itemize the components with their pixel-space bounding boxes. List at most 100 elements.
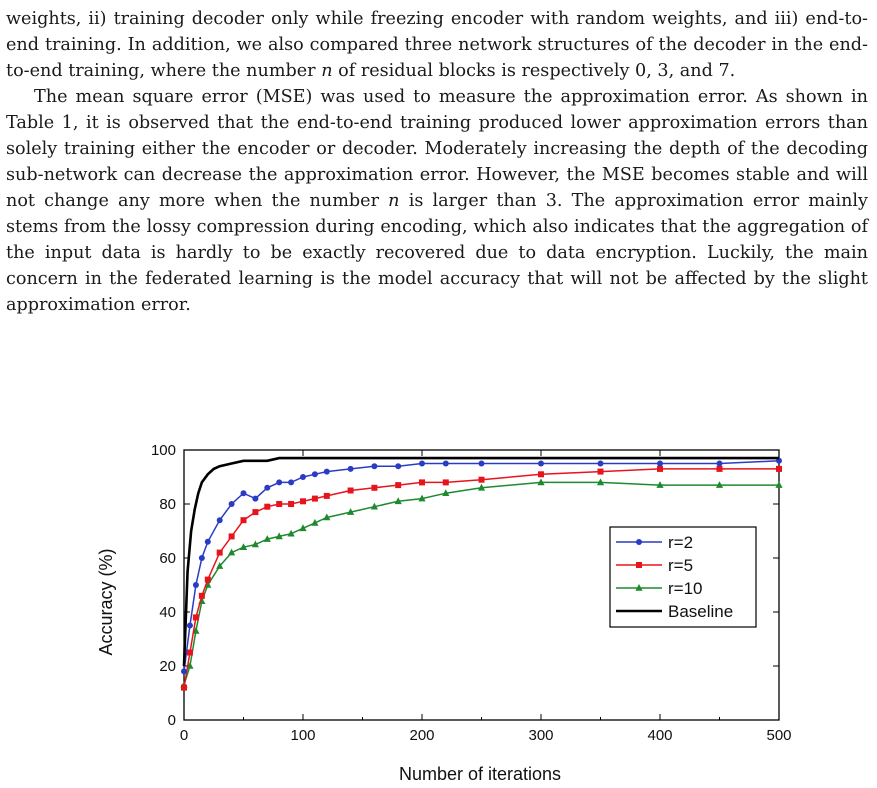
data-point <box>442 479 449 486</box>
data-point <box>192 614 199 621</box>
series-line <box>183 460 780 672</box>
data-point <box>323 492 330 499</box>
data-point <box>347 508 355 515</box>
data-point <box>419 460 425 467</box>
data-point <box>251 540 259 548</box>
data-point <box>715 481 724 488</box>
data-point <box>300 498 306 505</box>
data-point <box>288 501 295 507</box>
data-point <box>636 539 642 545</box>
paragraph: weights, ii) training decoder only while… <box>6 6 868 84</box>
data-point <box>198 555 205 561</box>
x-tick-label: 100 <box>290 727 315 744</box>
data-point <box>240 490 247 497</box>
x-tick-label: 300 <box>528 727 553 744</box>
data-point <box>181 684 187 691</box>
data-point <box>596 478 605 486</box>
y-tick-label: 100 <box>151 442 176 459</box>
data-point <box>716 465 723 472</box>
data-point <box>228 501 235 507</box>
data-point <box>395 482 402 489</box>
data-point <box>240 517 247 524</box>
data-point <box>311 495 318 502</box>
data-point <box>478 460 485 467</box>
data-point <box>442 460 449 467</box>
data-point <box>635 584 643 591</box>
series-r-5 <box>181 465 782 691</box>
data-point <box>657 465 663 472</box>
data-point <box>311 471 318 478</box>
data-point <box>216 562 224 569</box>
data-point <box>192 582 199 588</box>
data-point <box>656 481 664 488</box>
x-tick-label: 500 <box>766 727 791 744</box>
data-point <box>395 463 402 470</box>
data-point <box>186 649 193 656</box>
y-tick-label: 80 <box>159 496 176 513</box>
data-point <box>419 479 425 486</box>
data-point <box>597 468 604 475</box>
x-tick-label: 200 <box>409 727 434 744</box>
data-point <box>276 501 283 507</box>
data-point <box>204 576 211 583</box>
y-tick-label: 0 <box>168 712 176 729</box>
series-baseline <box>182 456 779 667</box>
text-run: is larger than 3. The approximation erro… <box>6 191 868 315</box>
text-run: of residual blocks is respectively 0, 3,… <box>332 61 736 81</box>
data-point <box>597 460 604 467</box>
body-text: weights, ii) training decoder only while… <box>6 6 868 318</box>
y-tick-label: 40 <box>159 604 176 621</box>
data-point <box>716 460 723 467</box>
text-run: The mean square error (MSE) was used to … <box>6 87 868 211</box>
accuracy-figure: 0 100 200 300 400 500 0 20 40 60 80 100 r=2 r=5 r=10 B… <box>96 442 792 784</box>
data-point <box>775 481 783 488</box>
data-point <box>636 562 642 568</box>
data-point <box>776 465 782 472</box>
data-point <box>347 487 354 494</box>
series-r-2 <box>181 457 782 675</box>
math-variable: n <box>388 191 400 211</box>
legend-label: r=5 <box>668 556 693 575</box>
data-point <box>537 478 545 486</box>
data-point <box>371 463 378 470</box>
paragraph: The mean square error (MSE) was used to … <box>6 84 868 318</box>
data-point <box>394 497 402 505</box>
data-point <box>216 549 223 556</box>
legend-label: r=10 <box>668 579 703 598</box>
y-tick-label: 60 <box>159 550 176 567</box>
data-point <box>311 518 319 526</box>
data-point <box>538 471 544 478</box>
data-point <box>299 524 307 532</box>
data-point <box>239 543 248 550</box>
data-point <box>323 513 331 521</box>
text-run: weights, ii) training decoder only while… <box>6 9 868 81</box>
data-point <box>252 495 259 502</box>
data-point <box>478 476 485 483</box>
data-point <box>300 474 306 480</box>
data-point <box>263 535 271 542</box>
data-point <box>276 479 283 486</box>
x-axis-label: Number of iterations <box>399 764 561 784</box>
data-point <box>323 468 330 475</box>
data-point <box>228 548 236 556</box>
data-point <box>477 483 486 491</box>
y-axis-label: Accuracy (%) <box>96 548 116 655</box>
x-tick-label: 0 <box>180 727 188 744</box>
data-point <box>657 460 663 467</box>
data-point <box>275 532 283 540</box>
data-point <box>287 529 295 537</box>
plot-series <box>180 456 783 691</box>
math-variable: n <box>321 61 333 81</box>
plot-legend: r=2 r=5 r=10 Baseline <box>609 526 757 628</box>
data-point <box>181 668 187 675</box>
axis-ticks: 0 100 200 300 400 500 0 20 40 60 80 100 <box>151 442 792 744</box>
data-point <box>228 533 235 540</box>
data-point <box>288 479 295 486</box>
data-point <box>538 460 544 467</box>
y-tick-label: 20 <box>159 658 176 675</box>
data-point <box>186 622 193 629</box>
data-point <box>198 592 205 599</box>
data-point <box>264 484 271 491</box>
data-point <box>442 489 450 496</box>
legend-label: Baseline <box>668 602 733 621</box>
